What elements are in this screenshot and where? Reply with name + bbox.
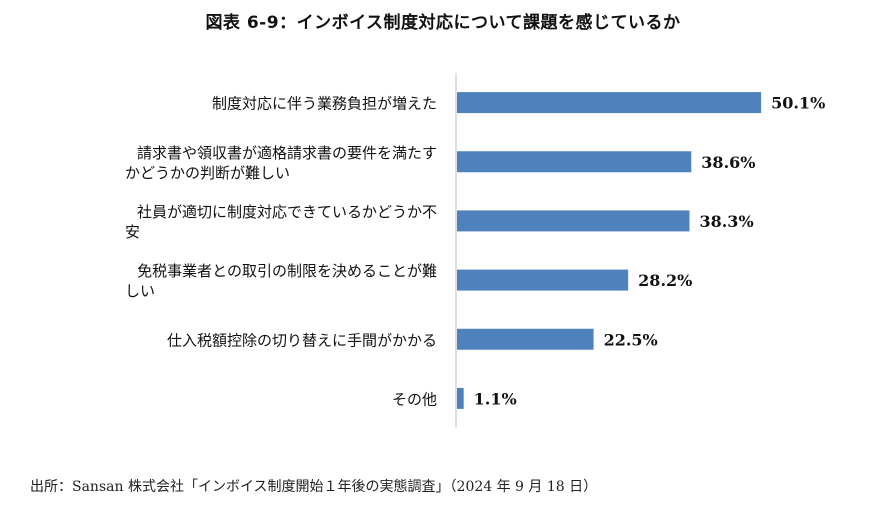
bar [457,387,464,409]
category-label: 免税事業者との取引の制限を決めることが難 [137,262,437,280]
value-label: 38.6% [701,153,755,172]
category-label: その他 [392,390,437,408]
value-label: 28.2% [638,271,692,290]
value-label: 50.1% [771,94,825,113]
category-label: 制度対応に伴う業務負担が増えた [212,95,437,113]
bar [457,210,690,232]
bar [457,92,762,114]
bar [457,269,629,291]
category-label: しい [125,282,155,300]
value-label: 1.1% [474,389,517,408]
category-label: かどうかの判断が難しい [125,164,290,182]
value-label: 22.5% [604,330,658,349]
category-label: 安 [125,223,140,241]
category-label: 請求書や領収書が適格請求書の要件を満たす [137,144,437,162]
category-label: 社員が適切に制度対応できているかどうか不 [137,203,437,221]
chart-title: 図表 6-9：インボイス制度対応について課題を感じているか [205,13,681,33]
source-note: 出所：Sansan 株式会社「インボイス制度開始１年後の実態調査」（2024 年… [30,479,598,495]
bar [457,328,594,350]
bar [457,151,692,173]
value-label: 38.3% [699,212,753,231]
category-label: 仕入税額控除の切り替えに手間がかかる [167,331,437,349]
